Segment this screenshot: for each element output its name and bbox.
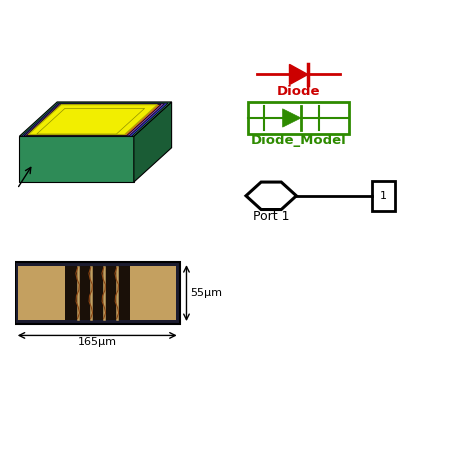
Text: Diode: Diode (277, 85, 320, 98)
FancyBboxPatch shape (64, 266, 130, 320)
Text: 165μm: 165μm (78, 337, 117, 346)
Polygon shape (19, 137, 134, 182)
Polygon shape (290, 64, 308, 84)
Polygon shape (22, 103, 168, 137)
Polygon shape (24, 104, 164, 136)
FancyBboxPatch shape (130, 266, 176, 320)
FancyBboxPatch shape (18, 266, 64, 320)
Text: Pad: Pad (0, 188, 22, 201)
Polygon shape (19, 102, 172, 137)
Text: Port 1: Port 1 (253, 210, 290, 223)
FancyBboxPatch shape (15, 262, 180, 324)
Polygon shape (37, 109, 145, 134)
Polygon shape (134, 102, 172, 182)
Polygon shape (26, 104, 161, 136)
Polygon shape (283, 109, 301, 127)
Text: 1: 1 (380, 191, 387, 201)
Text: Diode_Model: Diode_Model (251, 134, 346, 147)
Polygon shape (28, 105, 157, 135)
Text: 55μm: 55μm (190, 288, 222, 298)
